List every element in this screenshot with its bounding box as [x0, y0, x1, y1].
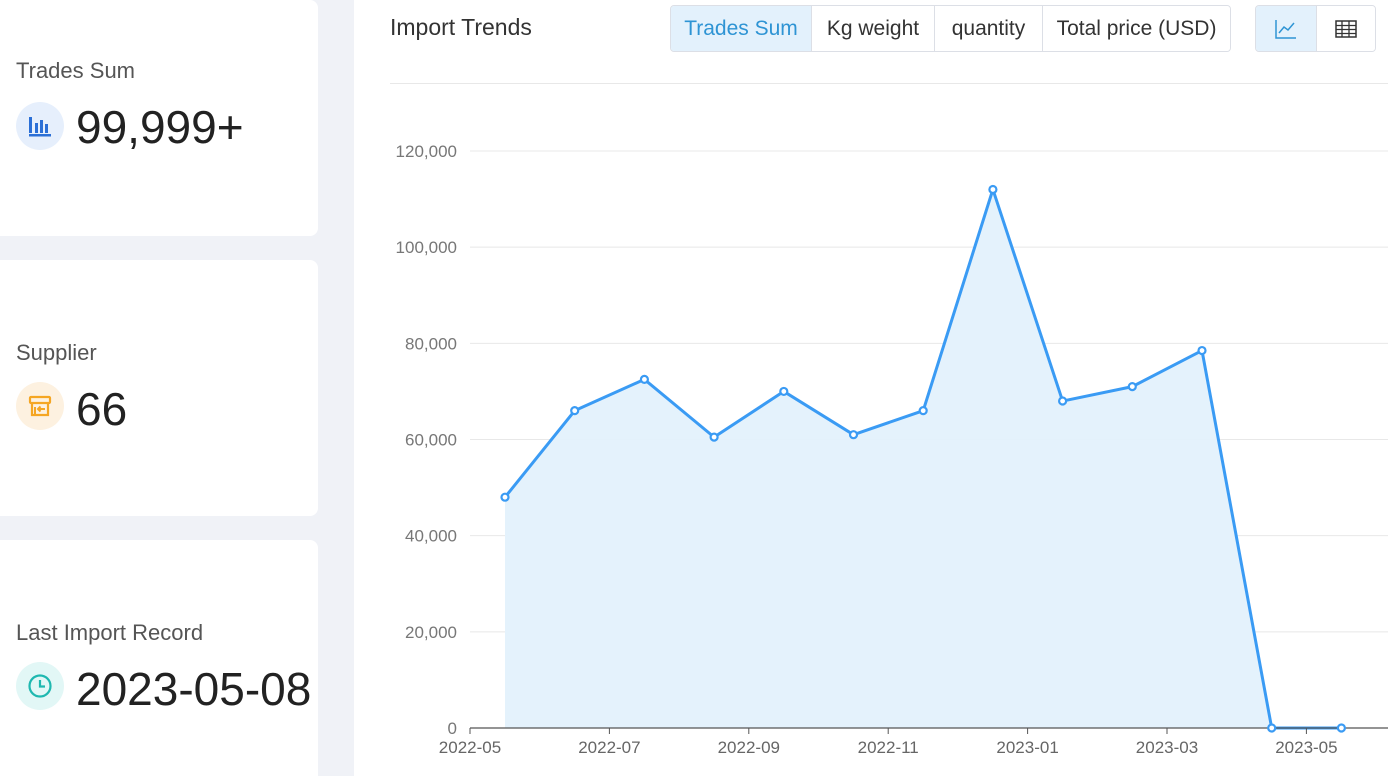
data-point[interactable] — [1336, 723, 1347, 733]
x-tick-label: 2022-11 — [858, 738, 919, 757]
data-point[interactable] — [848, 430, 859, 440]
last-import-card: Last Import Record 2023-05-08 — [0, 540, 318, 776]
view-toggle — [1255, 5, 1376, 52]
data-point[interactable] — [1127, 382, 1137, 392]
trades-sum-card: Trades Sum 99,999+ — [0, 0, 318, 236]
tab-trades-sum[interactable]: Trades Sum — [671, 6, 811, 51]
header-divider — [390, 83, 1388, 84]
panel-title: Import Trends — [390, 14, 532, 40]
data-point[interactable] — [779, 386, 789, 397]
data-point[interactable] — [988, 184, 998, 195]
trades-sum-value: 99,999+ — [76, 101, 244, 153]
x-tick-label: 2022-05 — [439, 738, 501, 757]
store-icon — [16, 382, 64, 430]
x-tick-label: 2023-03 — [1136, 738, 1198, 757]
import-trends-panel: Import Trends Trades Sum Kg weight quant… — [354, 0, 1388, 776]
supplier-label: Supplier — [16, 340, 97, 365]
y-tick-label: 20,000 — [405, 623, 457, 642]
metric-tabs: Trades Sum Kg weight quantity Total pric… — [670, 5, 1231, 52]
x-tick-label: 2023-05 — [1275, 738, 1337, 757]
line-chart-icon[interactable] — [1256, 6, 1316, 51]
data-point[interactable] — [709, 432, 719, 442]
bar-chart-icon — [16, 102, 64, 150]
series-area — [505, 189, 1342, 728]
last-import-value: 2023-05-08 — [76, 663, 312, 715]
y-tick-label: 120,000 — [396, 142, 457, 161]
y-tick-label: 0 — [448, 719, 457, 738]
data-point[interactable] — [570, 406, 580, 416]
clock-icon — [16, 662, 64, 710]
tab-quantity[interactable]: quantity — [934, 6, 1042, 51]
trades-sum-label: Trades Sum — [16, 58, 136, 83]
data-point[interactable] — [1197, 345, 1207, 356]
supplier-value: 66 — [76, 383, 128, 435]
y-tick-label: 40,000 — [405, 527, 457, 546]
import-trends-chart: 0 20,000 40,000 60,000 80,000 100,000 120,000 2… — [396, 142, 1388, 757]
tab-kg-weight[interactable]: Kg weight — [811, 6, 934, 51]
data-point[interactable] — [1057, 396, 1068, 406]
supplier-card: Supplier 66 — [0, 260, 318, 516]
data-point[interactable] — [500, 492, 510, 502]
tab-total-price[interactable]: Total price (USD) — [1042, 6, 1230, 51]
last-import-label: Last Import Record — [16, 620, 204, 645]
x-tick-label: 2022-07 — [578, 738, 640, 757]
data-point[interactable] — [639, 374, 649, 384]
y-tick-label: 100,000 — [396, 238, 457, 257]
x-tick-label: 2023-01 — [996, 738, 1058, 757]
y-tick-label: 60,000 — [405, 431, 457, 450]
data-point[interactable] — [1267, 723, 1277, 733]
data-point[interactable] — [918, 406, 928, 416]
y-tick-label: 80,000 — [405, 334, 457, 353]
x-tick-label: 2022-09 — [718, 738, 780, 757]
table-icon[interactable] — [1316, 6, 1375, 51]
